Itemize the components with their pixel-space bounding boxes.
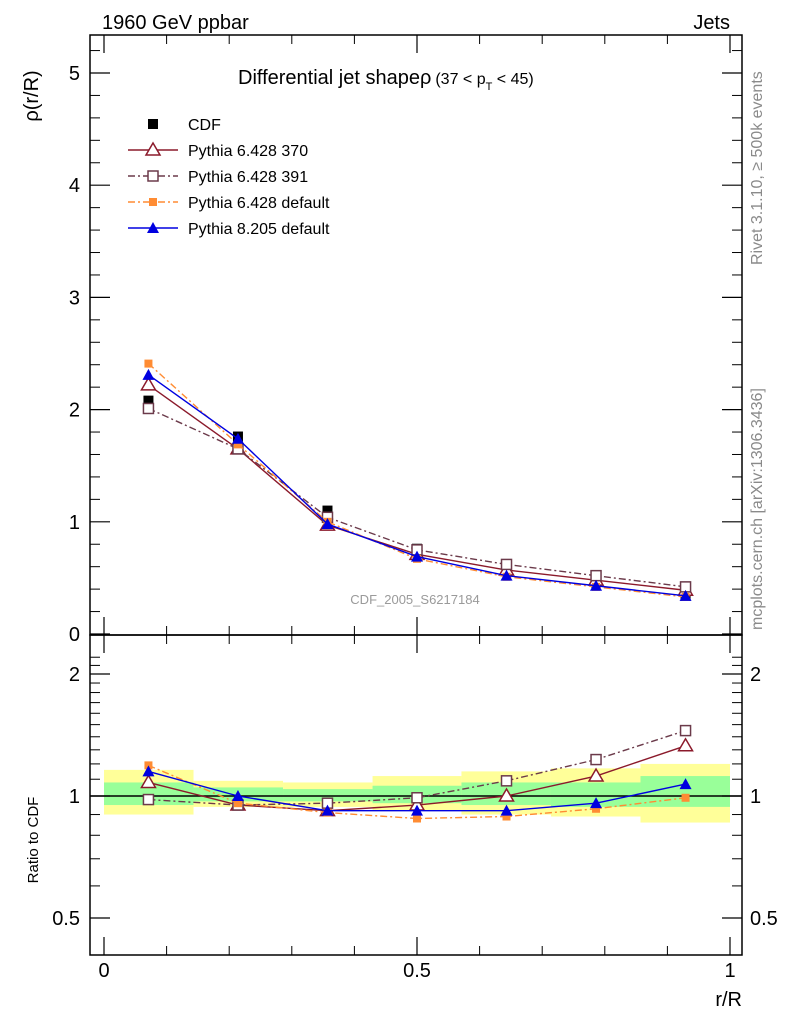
rivet-label: Rivet 3.1.10, ≥ 500k events	[749, 71, 766, 265]
point-pdef-1	[233, 799, 242, 808]
top-y-tick-label: 2	[69, 400, 80, 422]
point-p8-4	[500, 569, 513, 581]
top-y-tick-label: 1	[69, 512, 80, 534]
point-p8-1	[231, 432, 244, 444]
legend-marker-cdf	[148, 119, 158, 129]
legend-label-p370: Pythia 6.428 370	[188, 143, 308, 160]
top-panel: 0 1 2 3 4 5 ρ(r/R) Differential jet shapeρ (37…	[21, 34, 743, 646]
top-y-tick-label: 3	[69, 287, 80, 309]
legend-item-p370: Pythia 6.428 370	[128, 141, 308, 160]
top-y-tick-label: 5	[69, 63, 80, 85]
point-p370-6	[677, 737, 694, 752]
point-p8-6	[679, 778, 692, 790]
point-p8-4	[500, 804, 513, 816]
point-p391-4	[500, 775, 513, 787]
point-p391-5	[590, 569, 602, 582]
ratio-y-tick-label-right: 0.5	[750, 908, 778, 930]
series-pdef	[144, 359, 690, 601]
chart-title: Differential jet shapeρ (37 < pT < 45)	[238, 67, 534, 93]
point-p391-3	[411, 792, 423, 804]
ratio-panel: 0.5 0.5 1 1 2 2 0 0.5 1 Ratio to CDF r/R	[25, 634, 778, 1011]
top-y-label: ρ(r/R)	[21, 70, 43, 121]
x-tick-label: 0	[98, 960, 109, 982]
point-pdef-1	[233, 440, 242, 449]
ratio-band-inner	[283, 789, 373, 802]
ratio-y-tick-label: 0.5	[52, 908, 80, 930]
header-left: 1960 GeV ppbar	[102, 12, 249, 34]
ratio-y-label: Ratio to CDF	[25, 797, 42, 884]
point-p391-6	[679, 724, 692, 737]
legend-marker-p391	[147, 170, 159, 182]
point-pdef-0	[144, 761, 153, 770]
point-p8-5	[590, 579, 603, 591]
point-p8-3	[411, 804, 423, 816]
point-p391-5	[590, 753, 602, 766]
point-p8-1	[231, 790, 244, 801]
top-y-tick-label: 4	[69, 175, 80, 197]
legend-marker-p370	[144, 141, 162, 156]
chart-title-sub: T	[486, 81, 493, 93]
legend-marker-pdef	[149, 198, 157, 206]
ratio-frame	[89, 634, 743, 956]
point-p8-0	[142, 368, 155, 380]
point-p8-5	[590, 797, 603, 809]
point-pdef-0	[144, 359, 153, 368]
chart-title-main: Differential jet shapeρ	[238, 67, 431, 89]
series-p391	[142, 724, 692, 811]
header-right: Jets	[693, 12, 730, 34]
ratio-y-tick-label-right: 1	[750, 786, 761, 808]
point-p370-0	[140, 376, 157, 391]
legend-marker-p8	[147, 222, 159, 233]
series-cdf	[143, 395, 691, 601]
point-p370-0	[140, 773, 157, 789]
point-p8-3	[411, 550, 423, 562]
x-axis-label: r/R	[715, 989, 742, 1011]
top-y-tick-label: 0	[69, 624, 80, 646]
x-tick-label: 0.5	[403, 960, 431, 982]
point-p8-6	[679, 589, 692, 601]
point-p391-0	[142, 402, 155, 415]
ratio-y-tick-label: 2	[69, 664, 80, 686]
point-p391-4	[500, 558, 513, 571]
point-p8-2	[321, 518, 334, 530]
legend: CDF Pythia 6.428 370 Pythia 6.428 391 Pythi…	[128, 117, 330, 238]
legend-label-p8: Pythia 8.205 default	[188, 221, 330, 238]
series-p391	[142, 402, 692, 593]
chart-title-range: (37 < p	[435, 71, 485, 88]
point-p391-0	[142, 793, 155, 806]
legend-item-p8: Pythia 8.205 default	[128, 221, 330, 238]
point-pdef-6	[681, 793, 690, 802]
point-cdf-2	[322, 505, 333, 516]
point-p8-0	[142, 765, 155, 777]
point-cdf-0	[143, 395, 154, 406]
ratio-axis-ticks: 0.5 0.5 1 1 2 2 0 0.5 1	[52, 635, 778, 982]
mcplots-label: mcplots.cern.ch [arXiv:1306.3436]	[749, 388, 766, 630]
top-axis-ticks: 0 1 2 3 4 5	[69, 35, 742, 646]
series-p8	[142, 368, 692, 601]
series-p8	[142, 765, 692, 816]
legend-item-pdef: Pythia 6.428 default	[128, 195, 330, 212]
x-tick-label: 1	[724, 960, 735, 982]
watermark: CDF_2005_S6217184	[350, 592, 479, 607]
point-p370-4	[498, 787, 515, 802]
ratio-y-tick-label-right: 2	[750, 664, 761, 686]
point-pdef-5	[592, 804, 601, 813]
legend-item-p391: Pythia 6.428 391	[128, 169, 308, 186]
point-p8-2	[321, 804, 334, 816]
point-p370-5	[587, 767, 605, 782]
legend-item-cdf: CDF	[148, 117, 221, 134]
legend-label-p391: Pythia 6.428 391	[188, 169, 308, 186]
legend-label-cdf: CDF	[188, 117, 221, 134]
chart-title-end: < 45)	[492, 71, 533, 88]
point-pdef-4	[502, 812, 511, 821]
ratio-y-tick-label: 1	[69, 786, 80, 808]
point-pdef-3	[413, 814, 421, 823]
legend-label-pdef: Pythia 6.428 default	[188, 195, 330, 212]
